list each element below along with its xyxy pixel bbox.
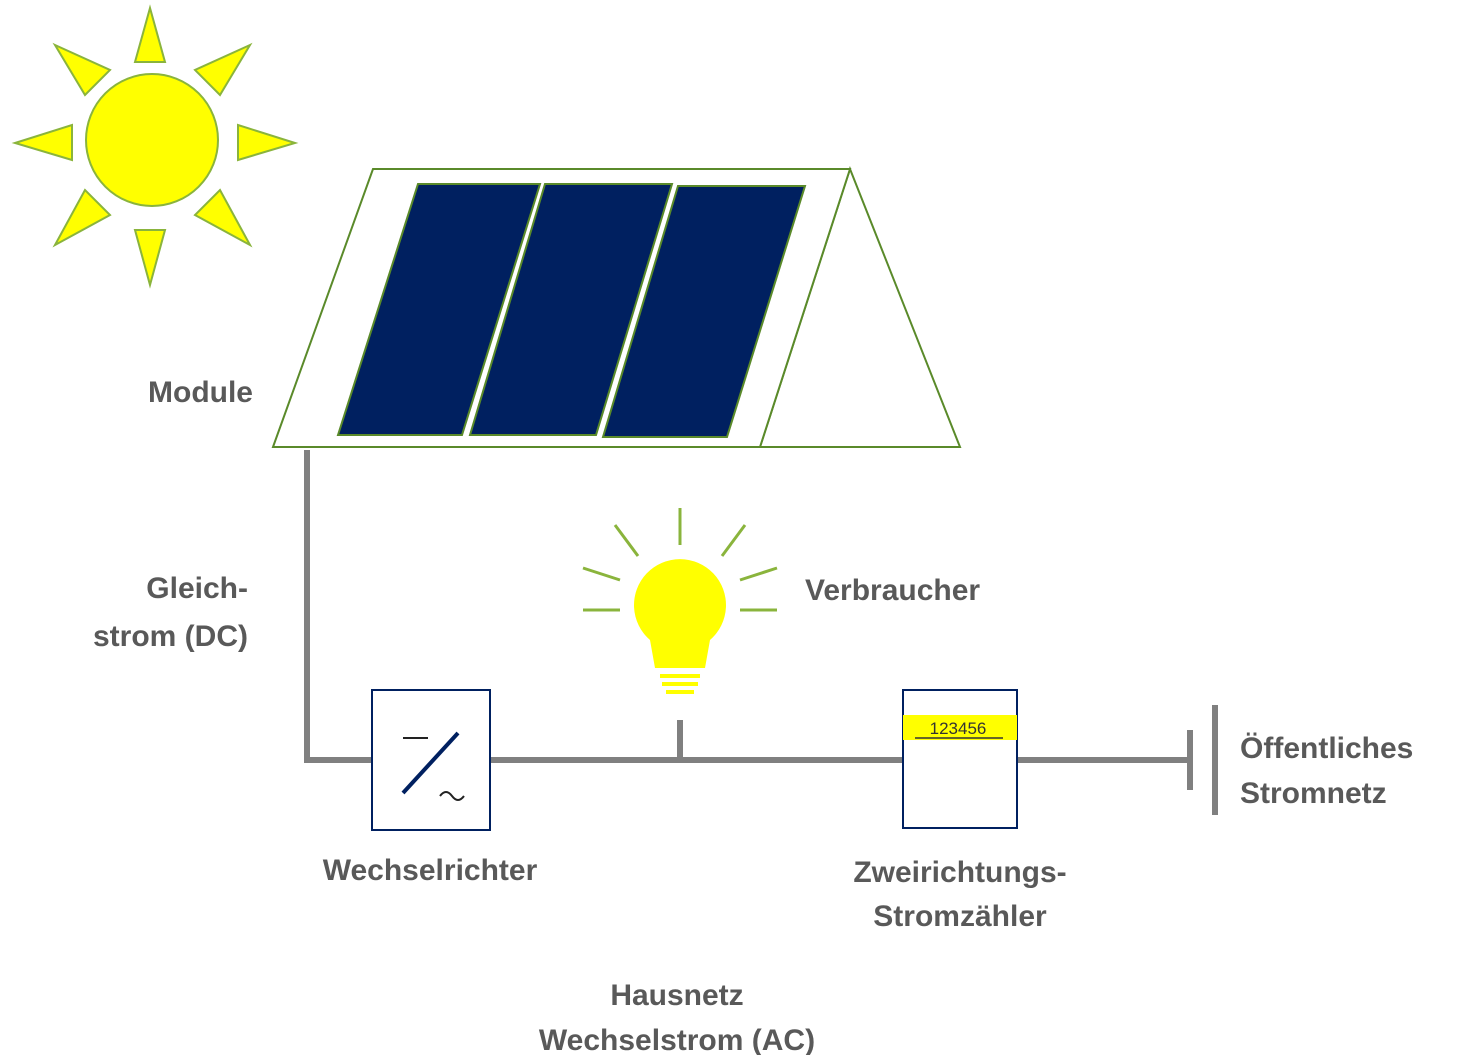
label: Zweirichtungs-: [853, 856, 1066, 889]
label: Stromnetz: [1240, 777, 1387, 810]
label: Stromzähler: [873, 900, 1047, 933]
meter-display: 123456: [930, 719, 987, 738]
sun: [11, 4, 299, 289]
label: Wechselstrom (AC): [539, 1024, 815, 1055]
inverter: [371, 689, 491, 831]
label: Verbraucher: [805, 574, 980, 607]
bulb-rays: [582, 508, 778, 612]
wires: [304, 450, 1218, 815]
label: Module: [148, 376, 253, 409]
solar-panels: [336, 183, 807, 438]
label: Öffentliches: [1240, 732, 1413, 765]
bulb: [633, 559, 726, 694]
label: Wechselrichter: [323, 854, 538, 887]
label: Gleich-: [146, 572, 248, 605]
meter: 123456: [902, 689, 1018, 829]
label: strom (DC): [93, 620, 248, 653]
label: Hausnetz: [610, 979, 743, 1012]
